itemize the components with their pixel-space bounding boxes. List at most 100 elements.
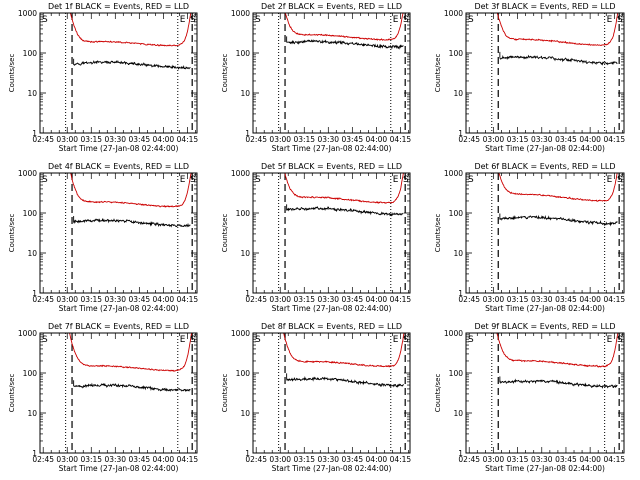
x-tick-label: 03:45 <box>129 295 151 304</box>
x-tick-label: 03:00 <box>269 295 291 304</box>
y-tick-label: 100 <box>236 209 251 218</box>
y-tick-label: 1000 <box>231 329 250 338</box>
corner-label-start-right: S <box>403 335 409 345</box>
series-events-line <box>499 54 618 66</box>
corner-label-end: E <box>180 175 186 185</box>
x-tick-label: 02:45 <box>245 295 267 304</box>
x-tick-label: 03:45 <box>129 455 151 464</box>
panel-title: Det 3f BLACK = Events, RED = LLD <box>474 2 615 11</box>
y-axis-label: Counts/sec <box>434 54 442 93</box>
x-tick-label: 03:30 <box>531 135 553 144</box>
panel-det-6f: Det 6f BLACK = Events, RED = LLD 1 10 100 10… <box>434 162 625 313</box>
y-tick-label: 1000 <box>444 329 463 338</box>
panel-det-2f: Det 2f BLACK = Events, RED = LLD 1 10 100 10… <box>221 2 411 153</box>
x-tick-label: 03:45 <box>555 135 577 144</box>
y-axis-label: Counts/sec <box>221 54 229 93</box>
x-tick-label: 04:15 <box>390 295 412 304</box>
panel-title: Det 4f BLACK = Events, RED = LLD <box>48 162 189 171</box>
series-lld-line <box>280 12 406 41</box>
y-tick-label: 10 <box>453 409 463 418</box>
x-tick-label: 03:15 <box>293 455 315 464</box>
panel-title: Det 1f BLACK = Events, RED = LLD <box>48 2 189 11</box>
y-tick-label: 1 <box>32 289 37 298</box>
x-axis-label: Start Time (27-Jan-08 02:44:00) <box>59 144 179 153</box>
x-tick-label: 03:15 <box>507 455 529 464</box>
y-tick-label: 1 <box>32 129 37 138</box>
x-tick-label: 03:45 <box>129 135 151 144</box>
y-tick-label: 10 <box>453 89 463 98</box>
corner-label-start-right: S <box>403 15 409 25</box>
x-tick-label: 02:45 <box>458 135 480 144</box>
x-tick-label: 02:45 <box>32 135 54 144</box>
panel-title: Det 5f BLACK = Events, RED = LLD <box>261 162 402 171</box>
y-tick-label: 100 <box>23 49 38 58</box>
corner-label-start: S <box>255 335 261 345</box>
x-axis-label: Start Time (27-Jan-08 02:44:00) <box>485 304 605 313</box>
corner-label-end: E <box>393 335 399 345</box>
x-tick-label: 03:45 <box>342 455 364 464</box>
corner-label-start: S <box>255 175 261 185</box>
plot-frame <box>39 332 198 454</box>
panel-det-3f: Det 3f BLACK = Events, RED = LLD 1 10 100 10… <box>434 2 625 153</box>
y-axis-label: Counts/sec <box>8 54 16 93</box>
x-tick-label: 04:00 <box>153 455 175 464</box>
panel-det-7f: Det 7f BLACK = Events, RED = LLD 1 10 100 10… <box>8 322 198 473</box>
corner-label-start-right: S <box>617 175 623 185</box>
y-tick-label: 1 <box>245 289 250 298</box>
x-axis-label: Start Time (27-Jan-08 02:44:00) <box>272 304 392 313</box>
x-tick-label: 03:15 <box>293 295 315 304</box>
y-axis-label: Counts/sec <box>8 374 16 413</box>
panel-title: Det 6f BLACK = Events, RED = LLD <box>474 162 615 171</box>
series-lld-line <box>280 332 406 368</box>
x-tick-label: 03:30 <box>531 455 553 464</box>
x-tick-label: 03:15 <box>80 295 102 304</box>
x-tick-label: 04:00 <box>153 135 175 144</box>
y-tick-label: 1 <box>458 129 463 138</box>
series-events-line <box>73 217 191 228</box>
y-tick-label: 100 <box>236 49 251 58</box>
x-tick-label: 04:15 <box>177 455 199 464</box>
y-tick-label: 10 <box>240 89 250 98</box>
corner-label-start-right: S <box>190 335 196 345</box>
x-tick-label: 04:15 <box>604 295 626 304</box>
x-axis-label: Start Time (27-Jan-08 02:44:00) <box>485 464 605 473</box>
x-axis-label: Start Time (27-Jan-08 02:44:00) <box>272 144 392 153</box>
x-tick-label: 03:00 <box>483 295 505 304</box>
y-tick-label: 10 <box>27 409 37 418</box>
corner-label-end: E <box>393 15 399 25</box>
y-tick-label: 1000 <box>231 9 250 18</box>
x-axis-label: Start Time (27-Jan-08 02:44:00) <box>59 304 179 313</box>
y-tick-label: 1 <box>458 289 463 298</box>
x-tick-label: 03:30 <box>531 295 553 304</box>
corner-label-start-right: S <box>190 175 196 185</box>
corner-label-end: E <box>607 15 613 25</box>
x-tick-label: 03:00 <box>269 135 291 144</box>
x-tick-label: 04:00 <box>579 295 601 304</box>
panel-title: Det 7f BLACK = Events, RED = LLD <box>48 322 189 331</box>
x-tick-label: 03:00 <box>269 455 291 464</box>
x-tick-label: 04:00 <box>366 295 388 304</box>
corner-label-end: E <box>393 175 399 185</box>
x-tick-label: 03:45 <box>555 295 577 304</box>
y-tick-label: 1000 <box>444 169 463 178</box>
y-axis-label: Counts/sec <box>434 374 442 413</box>
y-tick-label: 10 <box>240 249 250 258</box>
plot-frame <box>252 12 411 134</box>
x-tick-label: 02:45 <box>245 135 267 144</box>
x-tick-label: 03:00 <box>56 135 78 144</box>
x-tick-label: 03:15 <box>293 135 315 144</box>
x-tick-label: 04:15 <box>390 455 412 464</box>
x-tick-label: 03:45 <box>555 455 577 464</box>
x-tick-label: 03:15 <box>80 135 102 144</box>
plot-frame <box>252 332 411 454</box>
x-tick-label: 02:45 <box>458 455 480 464</box>
series-lld-line <box>493 12 620 46</box>
series-lld-line <box>493 172 620 202</box>
corner-label-start: S <box>42 175 48 185</box>
x-tick-label: 03:30 <box>317 455 339 464</box>
x-tick-label: 03:00 <box>483 135 505 144</box>
series-events-line <box>286 206 404 217</box>
series-lld-line <box>67 172 193 208</box>
y-tick-label: 1 <box>458 449 463 458</box>
